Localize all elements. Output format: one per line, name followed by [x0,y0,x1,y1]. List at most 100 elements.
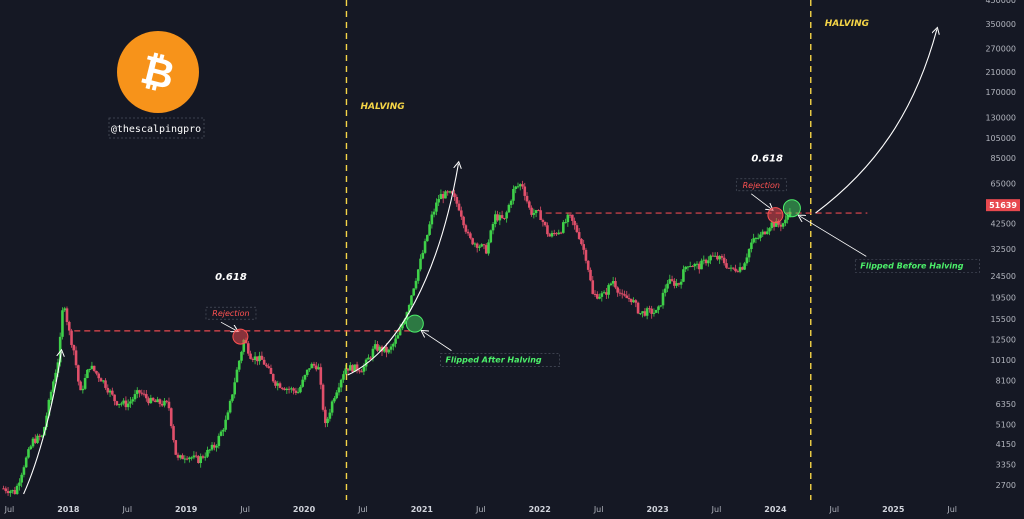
candle-body [707,260,710,264]
flip-marker [782,199,801,218]
candle-body [577,232,581,239]
candle-body [135,390,139,395]
candle-body [120,403,123,405]
halving-layer: HALVING HALVING [345,0,869,500]
candle-body [364,359,368,367]
candle-body [673,280,676,286]
candle-body [373,344,377,349]
candle-body [652,312,656,314]
candle-body [106,387,110,393]
candle-body [679,281,683,285]
candle-body [36,435,39,443]
candle-body [591,280,595,294]
x-tick-label: 2022 [529,505,551,514]
flip-marker [405,314,424,333]
candle-body [104,380,107,388]
candle-body [280,387,284,389]
candle-body [743,263,746,270]
candle-body [360,371,363,373]
candle-body [99,378,103,382]
candle-body [222,429,225,432]
candle-body [181,455,184,460]
candle-body [378,346,382,351]
candle-body [747,249,751,258]
candle-body [13,490,17,494]
x-tick-label: 2025 [882,505,905,514]
candle-body [466,231,470,234]
candle-body [70,330,73,345]
candle-body [271,374,275,382]
x-tick-label: 2019 [175,505,198,514]
x-tick-label: Jul [239,505,250,514]
y-tick-label: 3350 [996,460,1016,469]
candle-body [523,186,527,196]
candle-body [625,295,629,299]
candle-body [278,383,282,388]
candle-body [401,323,404,329]
candle-body [215,445,218,448]
y-tick-label: 270000 [985,44,1016,53]
candle-body [303,374,307,380]
candle-body [537,210,540,212]
candle-body [339,379,343,388]
candle-body [190,457,193,459]
candle-body [299,386,302,393]
candle-body [203,456,207,458]
rejection-pointer [751,193,771,209]
y-tick-label: 450000 [985,0,1016,5]
candle-body [212,444,216,448]
candle-body [348,365,352,371]
y-tick-label: 2700 [996,481,1016,490]
candle-body [700,260,703,270]
candle-body [654,309,658,313]
x-axis: Jul 2018 Jul 2019 Jul 2020 Jul 2021 Jul 2022 Jul 20… [4,505,957,514]
logo-group: ₿@thescalpingpro [108,31,205,139]
candle-body [319,367,323,385]
candle-body [326,418,329,424]
candle-body [208,449,212,451]
candle-body [342,374,345,380]
rejection-label-box [735,178,787,192]
candle-body [151,397,155,401]
candle-body [600,293,604,297]
y-tick-label: 105000 [985,134,1016,143]
candle-body [695,263,699,265]
candle-body [713,255,717,257]
candle-body [9,491,12,494]
x-tick-label: Jul [829,505,840,514]
candle-body [52,381,55,392]
y-tick-label: 85000 [991,154,1016,163]
candle-body [344,368,348,375]
candle-body [645,308,649,316]
candle-body [525,195,529,202]
candle-body [765,231,769,235]
handle-label: @thescalpingpro [111,124,201,135]
candle-body [74,350,78,366]
candle-body [675,283,678,286]
candle-body [108,390,112,393]
candle-body [142,393,146,395]
candle-body [131,399,135,402]
rejection-marker [767,207,784,224]
candle-body [480,244,484,247]
candle-body [484,245,488,254]
candle-body [441,194,445,199]
candle-body [6,491,10,494]
candle-body [90,365,94,369]
candle-body [242,339,246,352]
candle-body [693,264,697,267]
candle-body [156,399,159,403]
candle-body [394,338,397,344]
candle-body [595,294,599,299]
candle-body [521,184,524,187]
candle-body [636,302,640,314]
rejection-label: Rejection [212,309,249,318]
halving-label: HALVING [825,19,869,29]
candle-body [317,367,320,370]
candle-body [276,383,280,386]
trend-arrow-2017 [23,352,62,495]
candle-body [81,388,85,391]
candle-body [283,388,286,391]
candle-body [725,263,728,268]
